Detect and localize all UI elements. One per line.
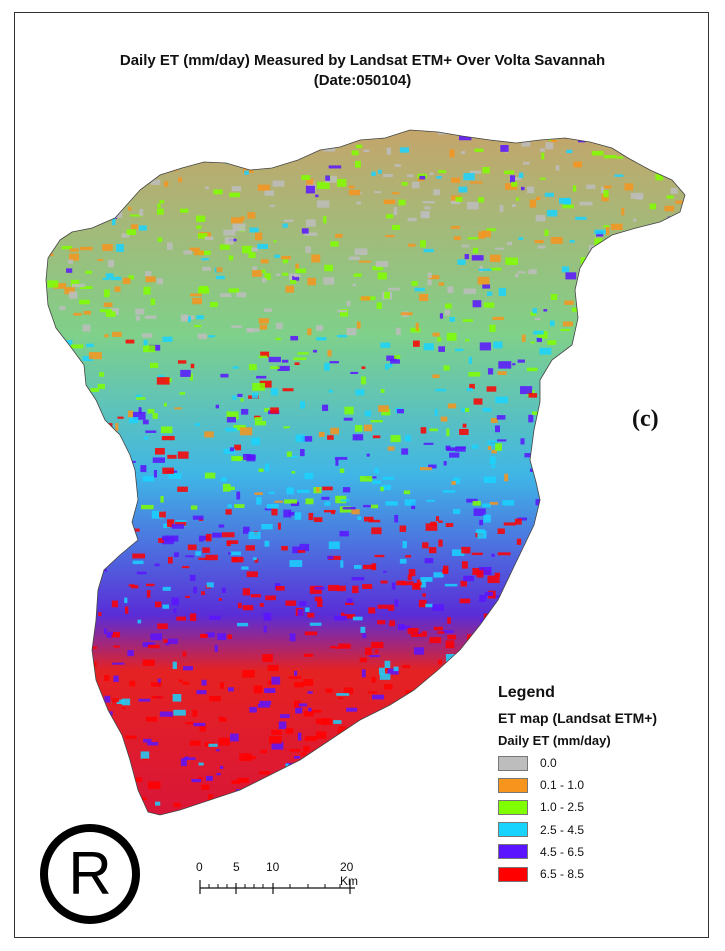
legend-item: 0.1 - 1.0 <box>498 774 708 796</box>
scale-label-10: 10 <box>266 860 280 874</box>
legend-swatch <box>498 799 528 815</box>
legend-field-name: Daily ET (mm/day) <box>498 733 611 748</box>
legend-item: 4.5 - 6.5 <box>498 841 708 863</box>
map-frame <box>14 12 709 938</box>
legend-swatch <box>498 844 528 860</box>
map-title: Daily ET (mm/day) Measured by Landsat ET… <box>119 52 606 69</box>
legend-label: 6.5 - 8.5 <box>540 867 585 882</box>
legend-item: 2.5 - 4.5 <box>498 819 708 841</box>
scale-label-20: 20 Km <box>340 860 358 888</box>
legend-swatch <box>498 866 528 882</box>
registered-mark-icon: R <box>38 822 142 926</box>
legend-items: 0.0 0.1 - 1.0 1.0 - 2.5 2.5 - 4.5 4.5 - … <box>498 752 708 885</box>
legend-label: 0.1 - 1.0 <box>540 778 585 793</box>
legend-label: 0.0 <box>540 756 557 771</box>
registered-mark-letter: R <box>68 840 111 907</box>
legend-item: 0.0 <box>498 752 708 774</box>
legend-heading: Legend <box>498 684 555 701</box>
legend-swatch <box>498 822 528 838</box>
map-date: (Date:050104) <box>313 72 412 89</box>
legend-item: 6.5 - 8.5 <box>498 863 708 885</box>
legend-layer-name: ET map (Landsat ETM+) <box>498 710 658 726</box>
legend-label: 2.5 - 4.5 <box>540 822 585 837</box>
legend-label: 4.5 - 6.5 <box>540 844 585 859</box>
legend-swatch <box>498 755 528 771</box>
scale-label-0: 0 <box>196 860 203 874</box>
legend: Legend ET map (Landsat ETM+) Daily ET (m… <box>498 684 708 885</box>
scale-label-5: 5 <box>233 860 240 874</box>
legend-swatch <box>498 777 528 793</box>
panel-label: (c) <box>632 406 659 432</box>
scale-bar-graphic <box>199 880 355 894</box>
legend-label: 1.0 - 2.5 <box>540 800 585 815</box>
legend-item: 1.0 - 2.5 <box>498 796 708 818</box>
